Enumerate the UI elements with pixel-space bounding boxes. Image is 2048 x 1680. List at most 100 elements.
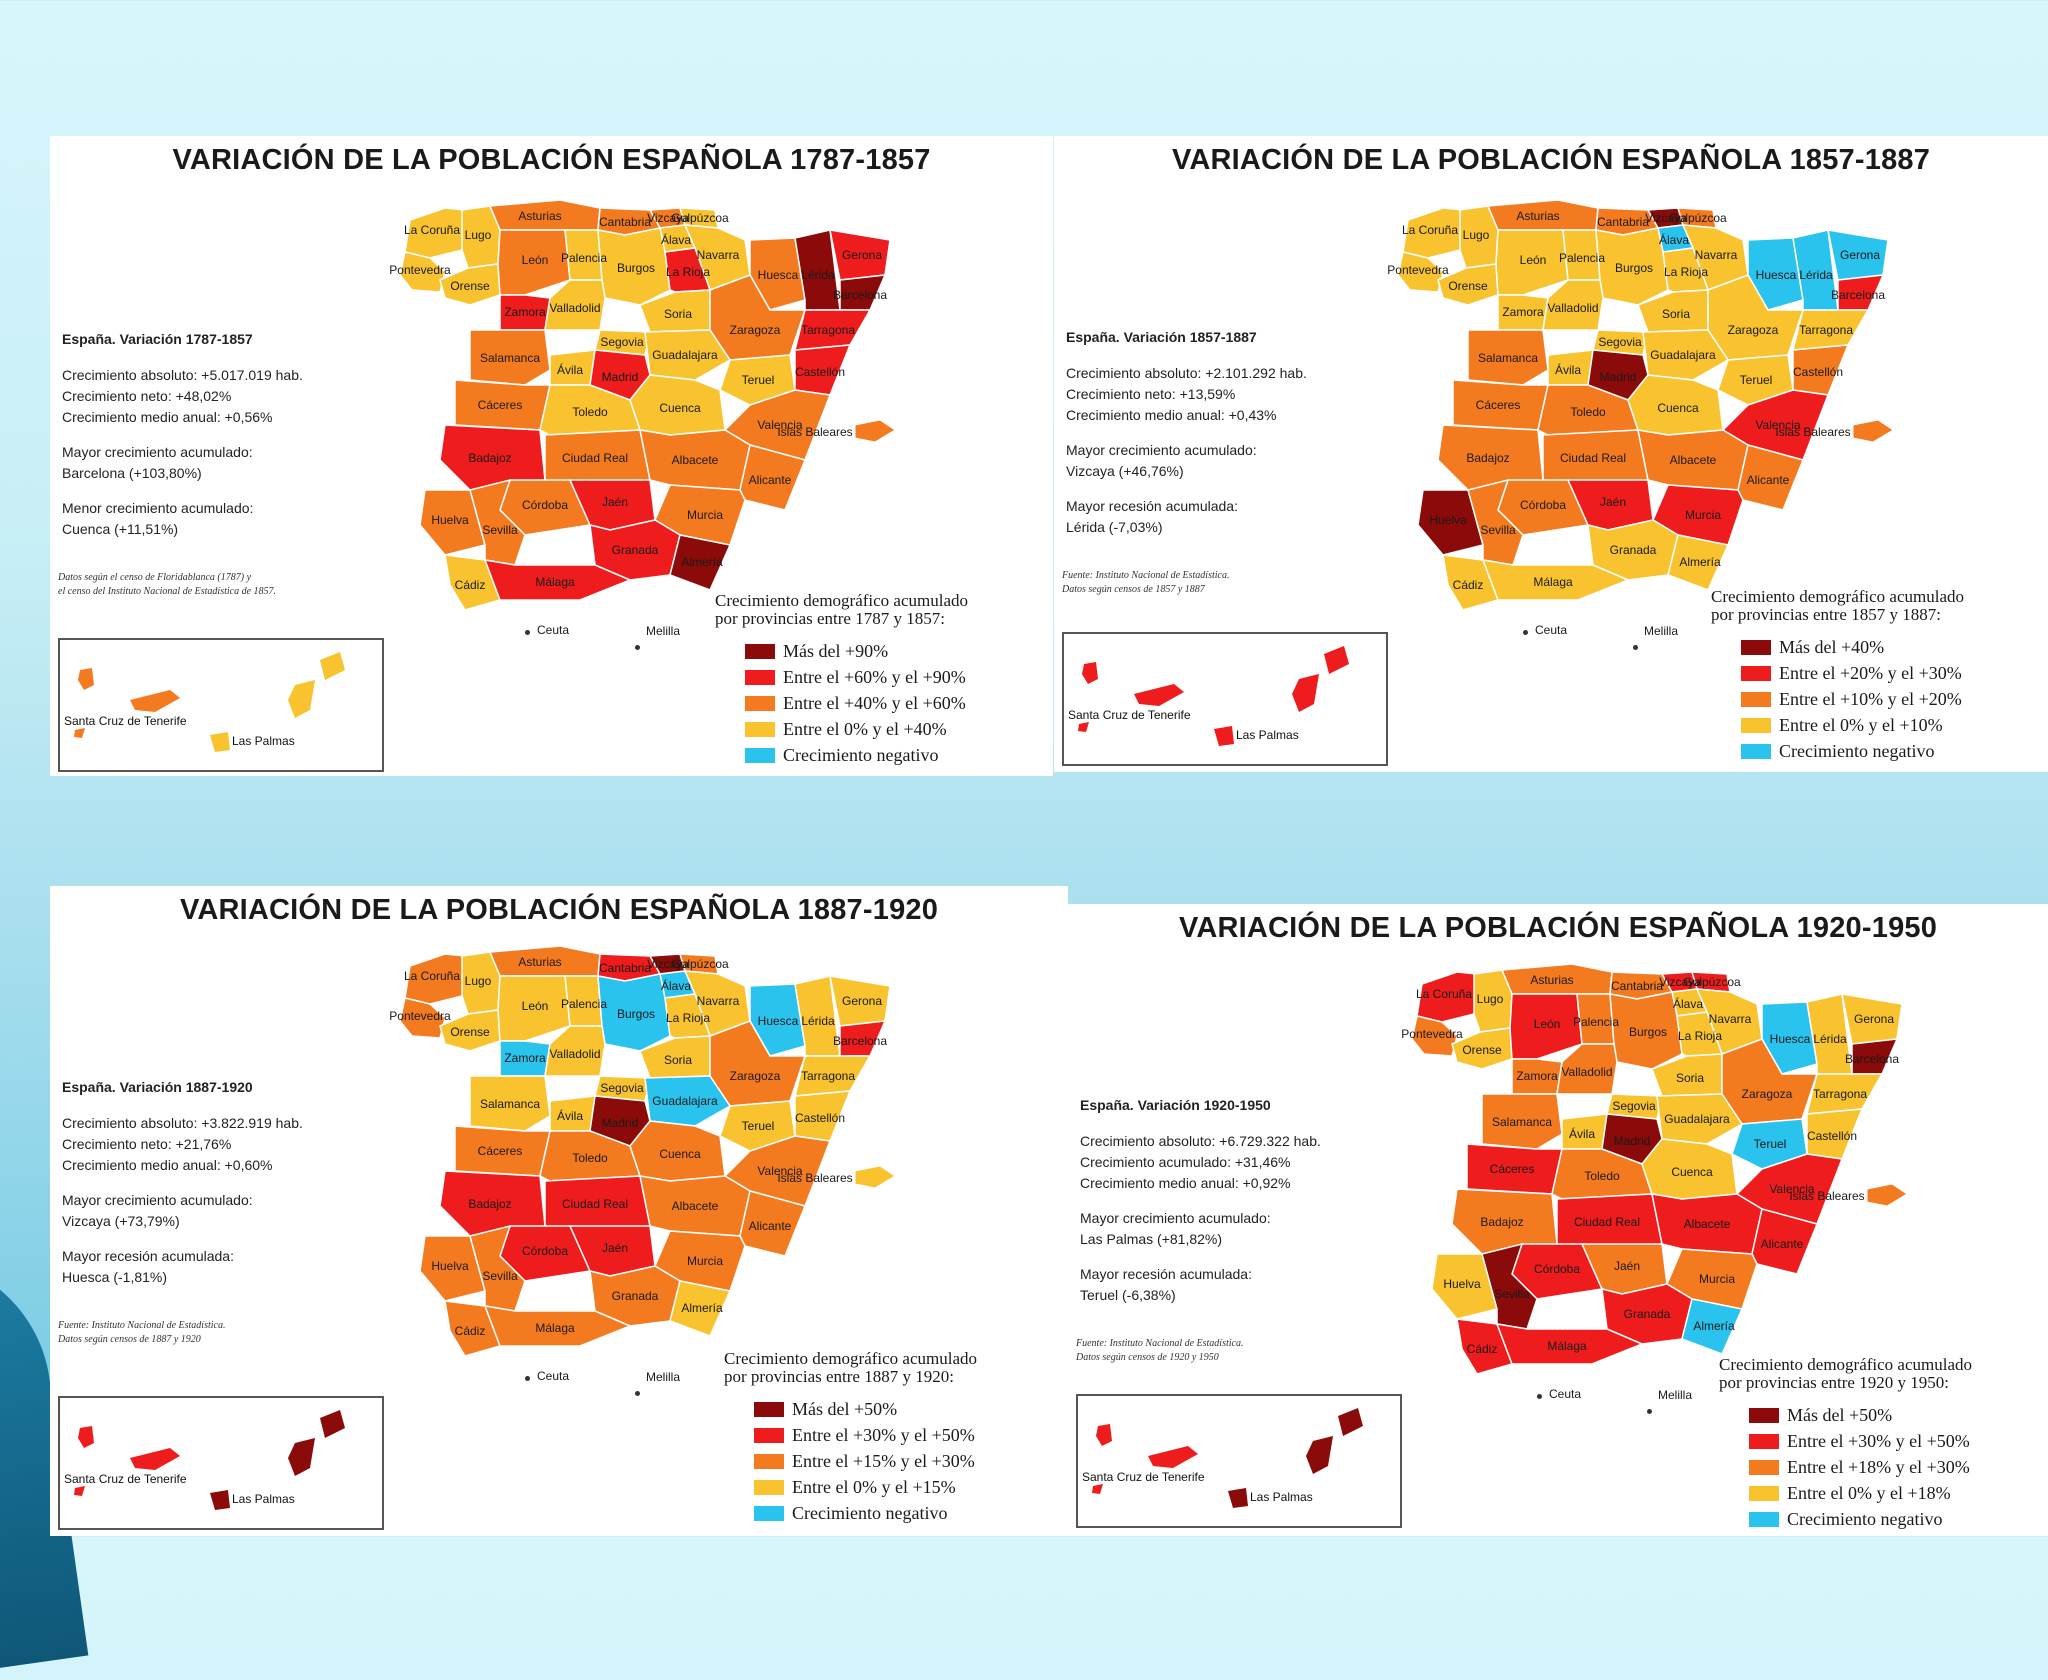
province-label: Albacete (1683, 1217, 1731, 1231)
province-label: Cantabria (598, 961, 652, 975)
province-label: Gerona (841, 248, 883, 262)
stats-line: Crecimiento absoluto: +5.017.019 hab. (62, 367, 303, 383)
province-pontevedra (399, 251, 446, 293)
province-islas-baleares (854, 419, 896, 443)
province-sevilla (1481, 1242, 1538, 1330)
las-palmas-label: Las Palmas (1236, 728, 1299, 742)
province-almería (1667, 534, 1730, 591)
province-label: Valencia (1769, 1182, 1815, 1196)
legend-title-line: por provincias entre 1887 y 1920: (724, 1367, 954, 1386)
province-label: Ávila (1568, 1127, 1596, 1141)
province-label: Alicante (748, 1219, 792, 1233)
island (1214, 726, 1234, 746)
province-label: Ciudad Real (561, 451, 629, 465)
province-label: Huesca (757, 1014, 799, 1028)
province-label: La Rioja (665, 1011, 711, 1025)
province-label: Gulpúzcoa (671, 211, 729, 225)
province-label: Palencia (560, 997, 608, 1011)
province-label: Cádiz (454, 1324, 486, 1338)
province-label: Tarragona (1798, 323, 1854, 337)
province-label: Ávila (1554, 363, 1582, 377)
province-label: Badajoz (468, 1197, 512, 1211)
province-label: La Rioja (665, 265, 711, 279)
province-label: Valladolid (1561, 1065, 1613, 1079)
panel-title: VARIACIÓN DE LA POBLACIÓN ESPAÑOLA 1787-… (172, 144, 931, 176)
province-label: Castellón (794, 1111, 846, 1125)
province-label: Toledo (1584, 1169, 1620, 1183)
source-line: Datos según censos de 1857 y 1887 (1062, 584, 1205, 595)
stats-title: España. Variación 1887-1920 (62, 1079, 253, 1095)
province-label: Zamora (504, 305, 546, 319)
province-label: Cádiz (1452, 578, 1484, 592)
province-almería (1681, 1298, 1744, 1355)
stats-line: Huesca (-1,81%) (62, 1269, 168, 1285)
province-label: Huesca (757, 268, 799, 282)
legend-label: Más del +40% (1779, 636, 1885, 657)
source-line: Fuente: Instituto Nacional de Estadístic… (1076, 1338, 1244, 1349)
province-label: Zaragoza (729, 1069, 781, 1083)
province-label: Gulpúzcoa (671, 957, 729, 971)
province-label: Gerona (841, 994, 883, 1008)
province-label: León (521, 999, 549, 1013)
province-label: Palencia (1558, 251, 1606, 265)
province-label: Valencia (757, 1164, 803, 1178)
legend-label: Entre el +10% y el +20% (1779, 688, 1962, 709)
province-huesca (1761, 1001, 1818, 1075)
stats-title: España. Variación 1920-1950 (1080, 1097, 1271, 1113)
province-label: Badajoz (1480, 1215, 1524, 1229)
stats-line: Crecimiento acumulado: +31,46% (1080, 1154, 1291, 1170)
province-label: Vizcaya (1645, 211, 1687, 225)
province-label: Alicante (1746, 473, 1790, 487)
province-label: Navarra (1708, 1012, 1752, 1026)
province-label: Álava (660, 233, 692, 247)
province-label: La Coruña (1415, 987, 1473, 1001)
province-label: Cantabria (598, 215, 652, 229)
province-label: Orense (450, 1025, 490, 1039)
stats-line: Crecimiento medio anual: +0,92% (1080, 1175, 1291, 1191)
stats-line: Teruel (-6,38%) (1080, 1287, 1176, 1303)
island (74, 1486, 85, 1496)
province-label: Madrid (1599, 370, 1637, 384)
ceuta-marker (1523, 630, 1528, 635)
province-label: Cuenca (659, 1147, 701, 1161)
province-label: Murcia (1698, 1272, 1736, 1286)
stats-line: Mayor recesión acumulada: (1080, 1266, 1252, 1282)
province-label: Ávila (556, 363, 584, 377)
island (320, 1410, 345, 1438)
province-label: Ciudad Real (1559, 451, 1627, 465)
province-label: Burgos (616, 1007, 656, 1021)
source-line: Datos según el censo de Floridablanca (1… (58, 572, 252, 583)
province-label: León (1519, 253, 1547, 267)
province-label: Lugo (464, 228, 492, 242)
legend-swatch (754, 1479, 784, 1495)
legend-item: Entre el 0% y el +40% (715, 716, 1015, 742)
province-label: Cádiz (454, 578, 486, 592)
island (1078, 722, 1089, 732)
spain-map (399, 199, 896, 611)
province-label: Tarragona (800, 323, 856, 337)
province-tarragona (1792, 309, 1870, 351)
province-label: Cáceres (477, 1144, 523, 1158)
island (1292, 674, 1319, 712)
province-label: Lérida (801, 268, 835, 282)
province-label: Alicante (1760, 1237, 1804, 1251)
legend-swatch (1741, 743, 1771, 759)
province-label: Córdoba (1519, 498, 1567, 512)
stats-line: Crecimiento medio anual: +0,43% (1066, 407, 1277, 423)
legend-label: Entre el +40% y el +60% (783, 692, 966, 713)
province-label: Lugo (1462, 228, 1490, 242)
stats-line: Crecimiento medio anual: +0,56% (62, 409, 273, 425)
ceuta-marker (525, 1376, 530, 1381)
map-panel-3: VARIACIÓN DE LA POBLACIÓN ESPAÑOLA 1887-… (50, 886, 1068, 1536)
legend-swatch (1749, 1433, 1779, 1449)
province-label: Sevilla (482, 523, 518, 537)
province-label: Badajoz (1466, 451, 1510, 465)
province-huesca (1747, 237, 1804, 311)
province-tarragona (794, 1055, 872, 1097)
legend-item: Más del +90% (715, 638, 1015, 664)
source-line: Fuente: Instituto Nacional de Estadístic… (1062, 570, 1230, 581)
legend-label: Más del +90% (783, 640, 889, 661)
province-almería (669, 1280, 732, 1337)
legend-swatch (745, 669, 775, 685)
province-label: Castellón (794, 365, 846, 379)
